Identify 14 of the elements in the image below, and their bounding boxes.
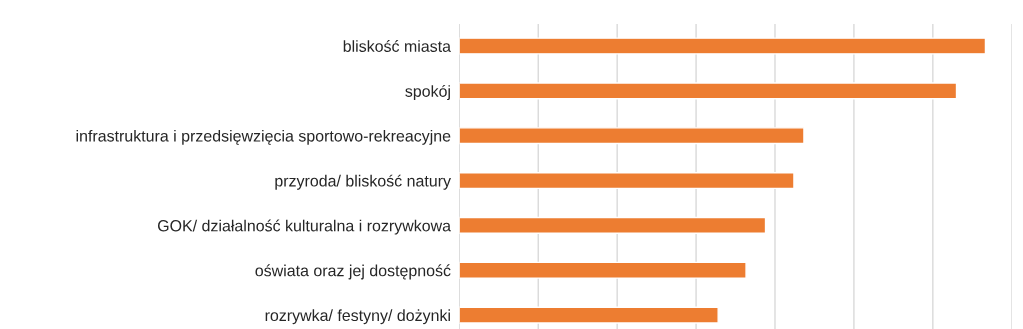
bar [459, 306, 719, 324]
bar [459, 216, 767, 234]
y-tick-label: oświata oraz jej dostępność [255, 264, 451, 280]
y-tick-label: GOK/ działalność kulturalna i rozrywkowa [157, 219, 452, 235]
y-tick-label: bliskość miasta [343, 40, 451, 52]
bar [459, 82, 958, 100]
bar [459, 261, 747, 279]
bar [459, 127, 805, 145]
y-tick-label: infrastruktura i przedsięwzięcia sportowo-rekreacyjne [76, 129, 451, 145]
bar [459, 37, 987, 55]
y-tick-label: rozrywka/ festyny/ dożynki [265, 309, 450, 325]
y-tick-label: przyroda/ bliskość natury [275, 174, 451, 190]
bar [459, 172, 795, 190]
y-tick-label: spokój [405, 84, 450, 101]
